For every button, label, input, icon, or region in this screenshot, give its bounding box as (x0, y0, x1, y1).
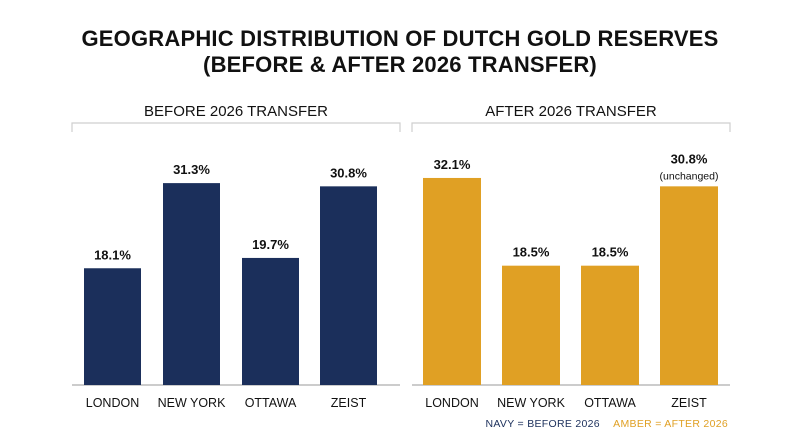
data-label-after-1: 18.5% (513, 245, 550, 260)
data-label-before-2: 19.7% (252, 237, 289, 252)
category-label-before-2: OTTAWA (245, 396, 297, 410)
category-label-after-1: NEW YORK (497, 396, 565, 410)
category-label-after-3: ZEIST (671, 396, 707, 410)
category-label-before-3: ZEIST (331, 396, 367, 410)
panel-title-after: AFTER 2026 TRANSFER (485, 103, 657, 120)
data-label-after-0: 32.1% (434, 157, 471, 172)
data-label-before-0: 18.1% (94, 247, 131, 262)
category-label-before-0: LONDON (86, 396, 139, 410)
chart-title-line-2: (BEFORE & AFTER 2026 TRANSFER) (203, 52, 597, 77)
legend-before: NAVY = BEFORE 2026 (485, 418, 600, 430)
bar-before-london (84, 268, 141, 385)
bar-before-new-york (163, 183, 220, 385)
data-label-before-1: 31.3% (173, 162, 210, 177)
bar-after-new-york (502, 265, 560, 385)
bar-before-ottawa (242, 257, 299, 385)
category-label-after-0: LONDON (425, 396, 478, 410)
bar-after-zeist (660, 186, 718, 385)
bar-after-london (423, 177, 481, 385)
legend: NAVY = BEFORE 2026 AMBER = AFTER 2026 (486, 418, 729, 430)
bar-before-zeist (320, 186, 377, 385)
category-label-after-2: OTTAWA (584, 396, 636, 410)
category-label-before-1: NEW YORK (158, 396, 226, 410)
data-label-after-2: 18.5% (592, 245, 629, 260)
data-label-after-3: 30.8% (671, 151, 708, 166)
bar-after-ottawa (581, 265, 639, 385)
legend-after: AMBER = AFTER 2026 (613, 418, 728, 430)
annotation-after-3: (unchanged) (660, 170, 719, 182)
data-label-before-3: 30.8% (330, 165, 367, 180)
chart-title-line-1: GEOGRAPHIC DISTRIBUTION OF DUTCH GOLD RE… (81, 26, 719, 51)
panel-bracket-before (71, 122, 401, 132)
panel-title-before: BEFORE 2026 TRANSFER (144, 103, 328, 120)
panel-bracket-after (411, 122, 731, 132)
